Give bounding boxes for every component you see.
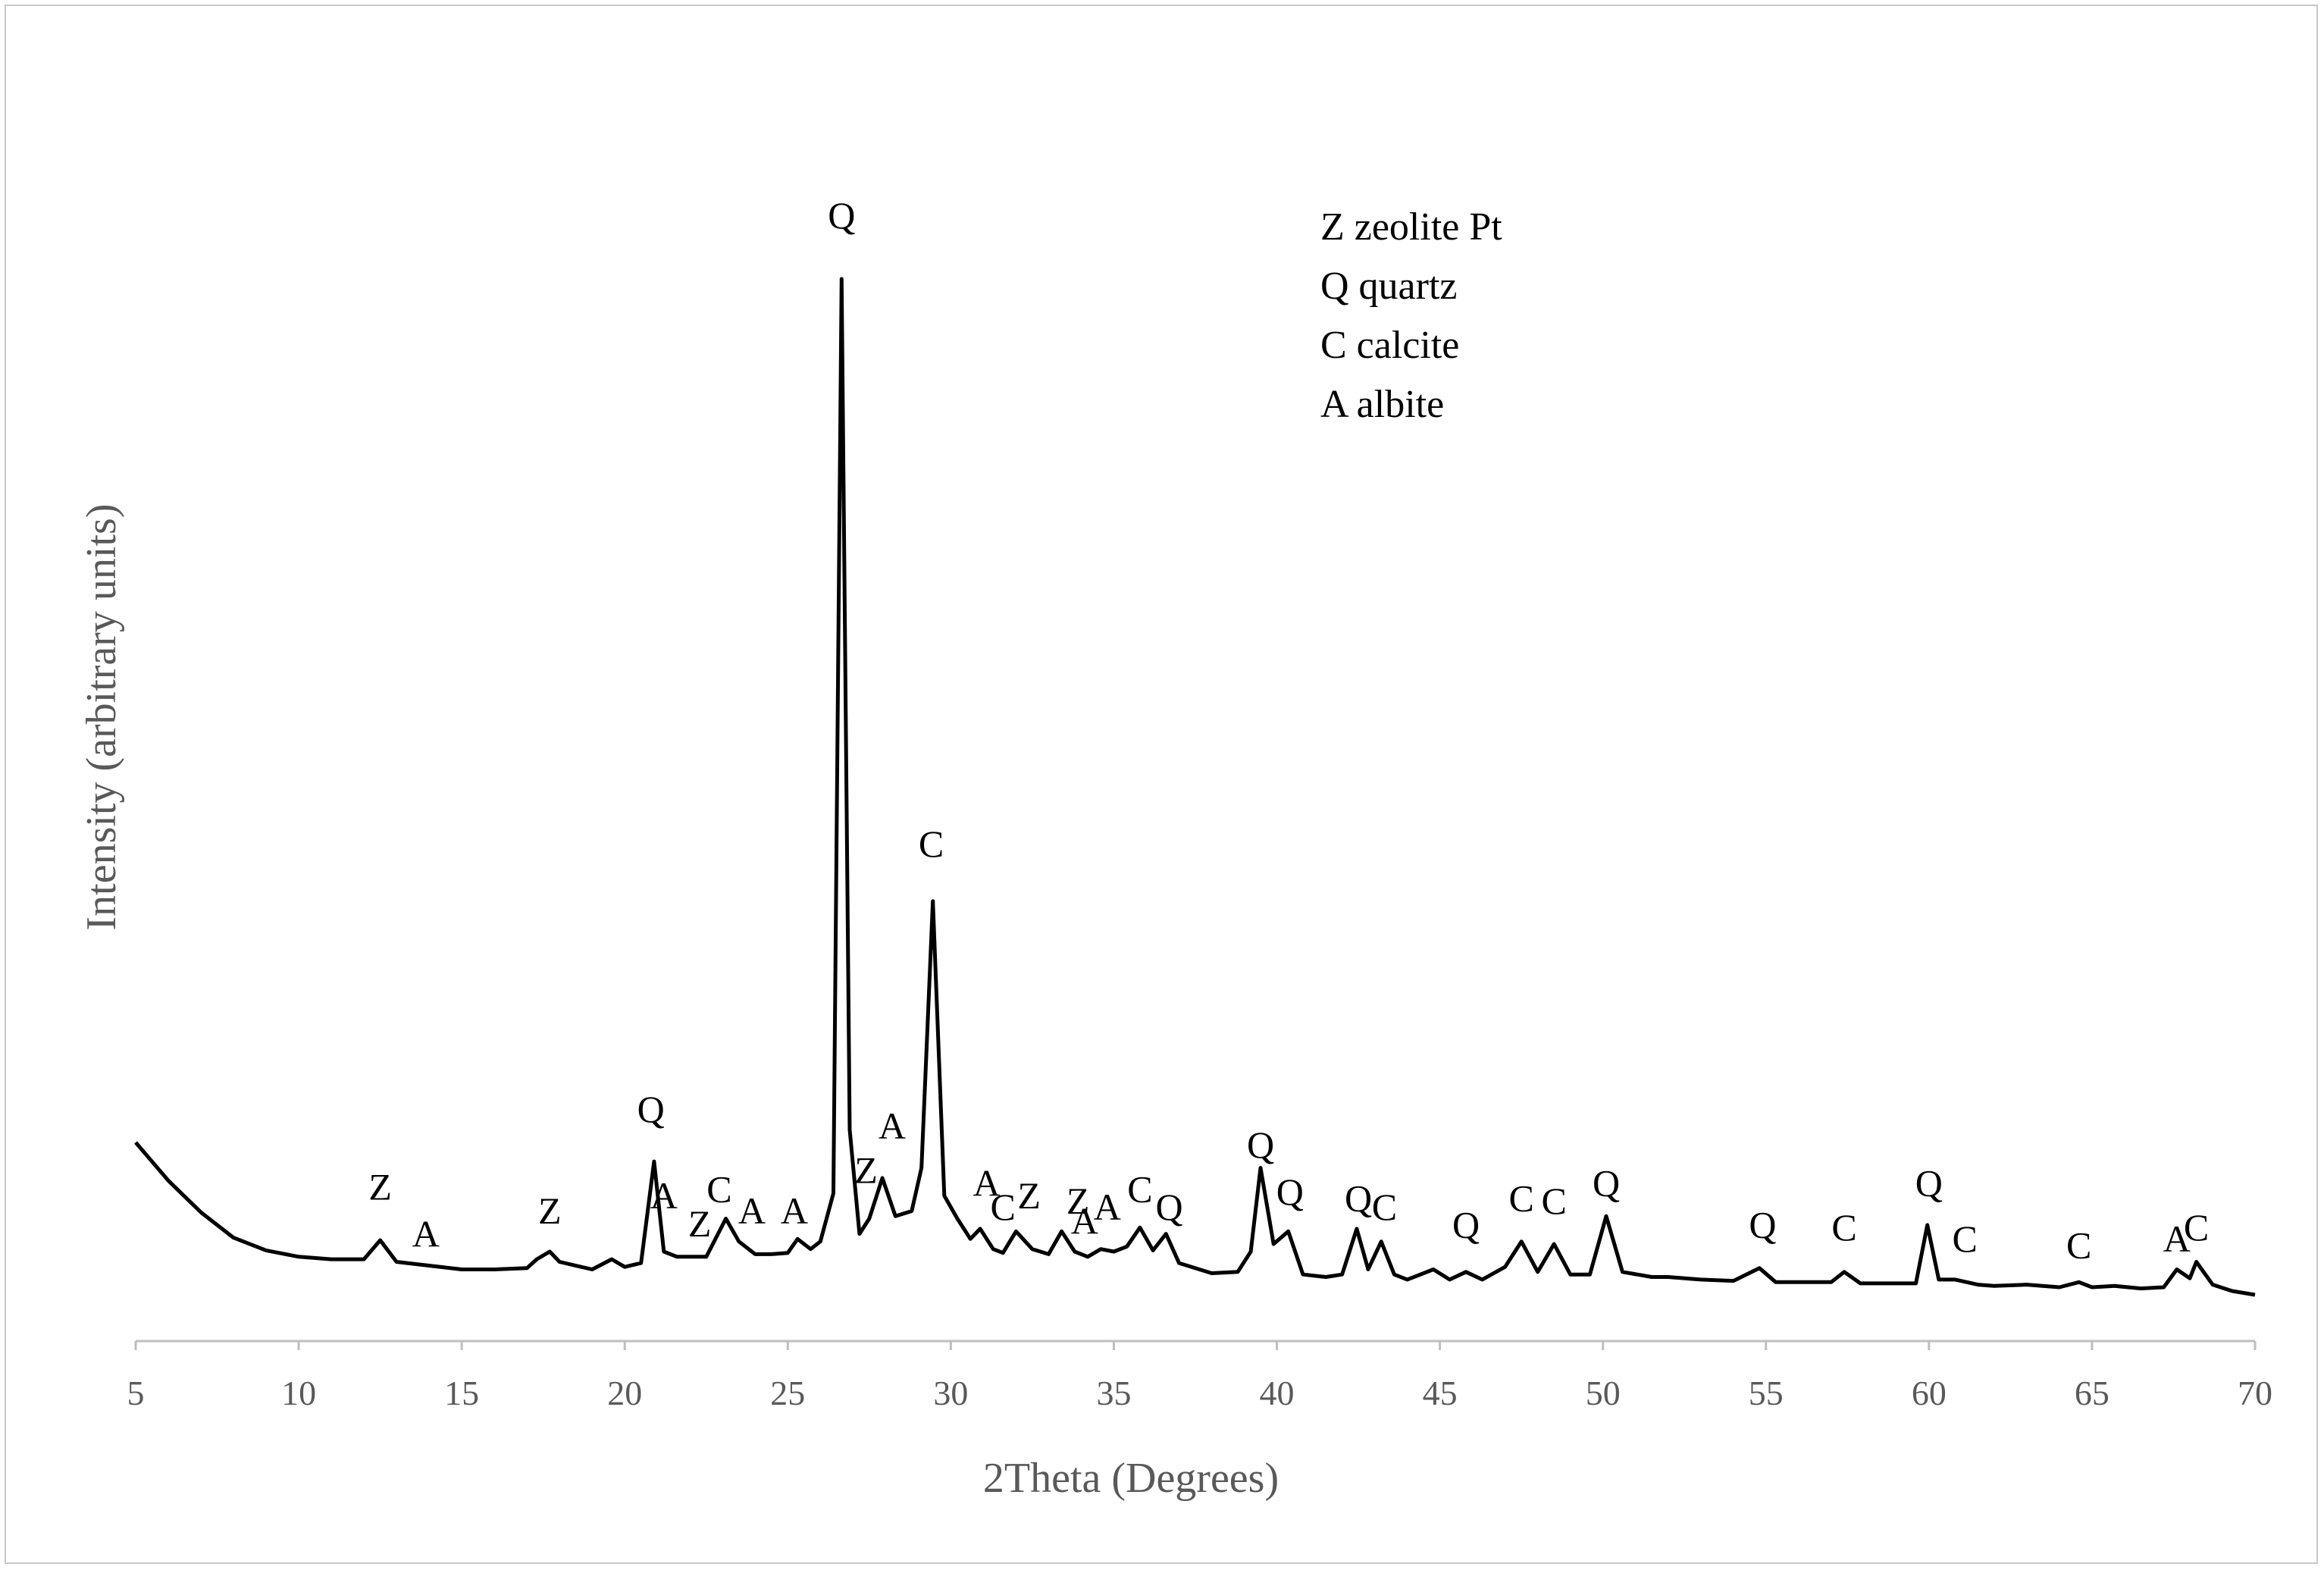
x-tick-label: 25 bbox=[770, 1374, 805, 1412]
legend-entry-zeolite: Z zeolite Pt bbox=[1320, 205, 1502, 249]
peak-label: Q bbox=[1749, 1204, 1776, 1246]
peak-label: Q bbox=[1593, 1161, 1620, 1204]
peak-label: C bbox=[706, 1168, 731, 1211]
x-tick-label: 35 bbox=[1096, 1374, 1131, 1412]
peak-label: Q bbox=[1915, 1161, 1943, 1204]
x-tick-labels: 5 10 15 20 25 30 35 40 45 50 55 60 65 70 bbox=[127, 1374, 2273, 1412]
peak-label: A bbox=[1094, 1186, 1121, 1228]
x-tick-label: 60 bbox=[1912, 1374, 1947, 1412]
legend-entry-albite: A albite bbox=[1320, 383, 1444, 426]
x-tick-label: 40 bbox=[1260, 1374, 1295, 1412]
x-tick-label: 30 bbox=[933, 1374, 968, 1412]
peak-label: A bbox=[2163, 1217, 2191, 1260]
series-line-xrd-pattern bbox=[134, 277, 2256, 1297]
peak-label: C bbox=[1127, 1168, 1152, 1211]
peak-label: A bbox=[412, 1212, 440, 1255]
peak-label: C bbox=[2066, 1224, 2091, 1266]
peak-label: C bbox=[1372, 1186, 1397, 1228]
peak-label: Z bbox=[688, 1202, 712, 1245]
peak-label: C bbox=[919, 823, 944, 865]
peak-label: Z bbox=[538, 1189, 562, 1232]
x-tick-label: 50 bbox=[1586, 1374, 1621, 1412]
x-tick-label: 55 bbox=[1749, 1374, 1784, 1412]
peak-label: C bbox=[991, 1186, 1016, 1228]
peak-label: C bbox=[1831, 1206, 1856, 1249]
peak-label: A bbox=[650, 1174, 678, 1217]
peak-label: C bbox=[2184, 1206, 2209, 1249]
peak-label: Q bbox=[1276, 1170, 1304, 1213]
x-tick-label: 10 bbox=[281, 1374, 316, 1412]
legend-entry-quartz: Q quartz bbox=[1320, 265, 1457, 308]
x-tick-label: 20 bbox=[607, 1374, 642, 1412]
x-tick-label: 70 bbox=[2238, 1374, 2272, 1412]
peak-label: Q bbox=[1345, 1177, 1372, 1219]
x-tick-label: 45 bbox=[1423, 1374, 1458, 1412]
peak-label: Q bbox=[637, 1088, 665, 1130]
peak-label: Q bbox=[1452, 1204, 1480, 1246]
legend-entry-calcite: C calcite bbox=[1320, 324, 1459, 367]
x-axis-title: 2Theta (Degrees) bbox=[983, 1455, 1279, 1502]
peak-label: C bbox=[1952, 1217, 1977, 1260]
peak-label: A bbox=[781, 1189, 808, 1232]
x-axis bbox=[134, 1340, 2257, 1350]
peak-label: A bbox=[738, 1189, 766, 1232]
peak-label: Z bbox=[1017, 1174, 1041, 1217]
x-tick-label: 15 bbox=[444, 1374, 479, 1412]
peak-label: Q bbox=[828, 194, 855, 237]
peak-label: C bbox=[1508, 1177, 1533, 1219]
x-tick-label: 5 bbox=[127, 1374, 145, 1412]
peak-label: Z bbox=[854, 1149, 878, 1192]
peak-label: A bbox=[1071, 1200, 1098, 1243]
peak-label: C bbox=[1541, 1180, 1566, 1222]
legend: Z zeolite Pt Q quartz C calcite A albite bbox=[1320, 205, 1502, 426]
x-tick-label: 65 bbox=[2075, 1374, 2109, 1412]
y-axis-title: Intensity (arbitrary units) bbox=[78, 504, 125, 931]
peak-label: Z bbox=[1066, 1180, 1090, 1222]
peak-label: A bbox=[973, 1161, 1001, 1204]
peak-label: Q bbox=[1156, 1186, 1183, 1228]
peak-label: Q bbox=[1247, 1123, 1274, 1166]
peak-label: A bbox=[879, 1105, 906, 1147]
peak-label: Z bbox=[368, 1165, 392, 1208]
